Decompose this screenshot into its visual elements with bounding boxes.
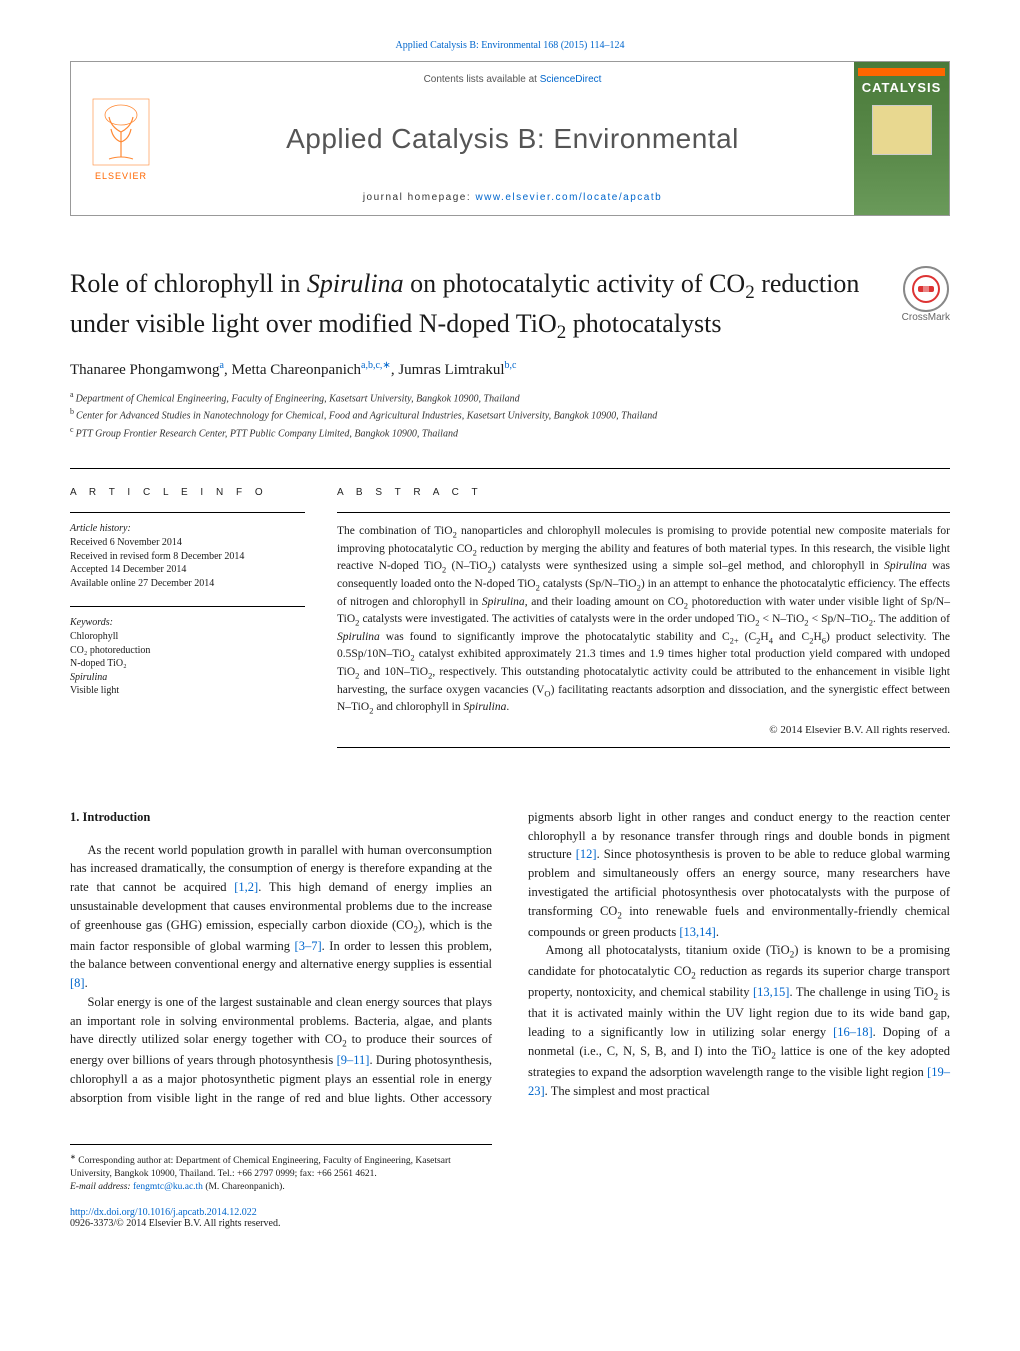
history-heading: Article history: bbox=[70, 523, 305, 534]
elsevier-tree-icon bbox=[91, 97, 151, 167]
article-title: Role of chlorophyll in Spirulina on phot… bbox=[70, 266, 902, 346]
abstract-body: The combination of TiO2 nanoparticles an… bbox=[337, 523, 950, 717]
affiliations: aDepartment of Chemical Engineering, Fac… bbox=[70, 389, 950, 442]
authors: Thanaree Phongamwonga, Metta Chareonpani… bbox=[70, 360, 950, 379]
article-info-heading: a r t i c l e i n f o bbox=[70, 487, 305, 498]
journal-cover-thumbnail: CATALYSIS bbox=[854, 62, 949, 215]
crossmark-badge[interactable]: CrossMark bbox=[902, 266, 950, 323]
email-suffix: (M. Chareonpanich). bbox=[203, 1182, 285, 1192]
footnotes: ∗ Corresponding author at: Department of… bbox=[70, 1144, 492, 1195]
history-item: Accepted 14 December 2014 bbox=[70, 563, 305, 577]
aff-letter: c bbox=[70, 425, 74, 434]
affiliation: bCenter for Advanced Studies in Nanotech… bbox=[70, 406, 950, 424]
email-line: E-mail address: fengmtc@ku.ac.th (M. Cha… bbox=[70, 1181, 492, 1194]
cover-image bbox=[872, 105, 932, 155]
homepage-url[interactable]: www.elsevier.com/locate/apcatb bbox=[475, 192, 662, 203]
abstract-copyright: © 2014 Elsevier B.V. All rights reserved… bbox=[337, 723, 950, 739]
history-item: Received in revised form 8 December 2014 bbox=[70, 550, 305, 564]
keywords-list: Chlorophyll CO₂ photoreduction N-doped T… bbox=[70, 630, 305, 698]
journal-title-banner: Applied Catalysis B: Environmental bbox=[286, 123, 739, 155]
history-item: Available online 27 December 2014 bbox=[70, 577, 305, 591]
history-list: Received 6 November 2014 Received in rev… bbox=[70, 536, 305, 590]
meta-abstract-row: a r t i c l e i n f o Article history: R… bbox=[70, 468, 950, 748]
crossmark-icon bbox=[911, 274, 941, 304]
contents-prefix: Contents lists available at bbox=[424, 74, 540, 85]
keyword: Spirulina bbox=[70, 671, 305, 685]
abstract-column: a b s t r a c t The combination of TiO2 … bbox=[337, 487, 950, 748]
keyword: Chlorophyll bbox=[70, 630, 305, 644]
publisher-name: ELSEVIER bbox=[95, 171, 147, 181]
email-prefix: E-mail address: bbox=[70, 1182, 133, 1192]
body-paragraph: Among all photocatalysts, titanium oxide… bbox=[528, 941, 950, 1100]
issn-line: 0926-3373/© 2014 Elsevier B.V. All right… bbox=[70, 1218, 950, 1229]
doi-link[interactable]: http://dx.doi.org/10.1016/j.apcatb.2014.… bbox=[70, 1207, 257, 1218]
sciencedirect-link[interactable]: ScienceDirect bbox=[540, 74, 602, 85]
abstract-heading: a b s t r a c t bbox=[337, 487, 950, 498]
homepage-prefix: journal homepage: bbox=[363, 192, 476, 203]
journal-ref-link[interactable]: Applied Catalysis B: Environmental 168 (… bbox=[395, 40, 624, 51]
aff-letter: b bbox=[70, 407, 74, 416]
article-header: Role of chlorophyll in Spirulina on phot… bbox=[70, 266, 950, 346]
keyword: N-doped TiO₂ bbox=[70, 657, 305, 671]
affiliation: aDepartment of Chemical Engineering, Fac… bbox=[70, 389, 950, 407]
homepage-line: journal homepage: www.elsevier.com/locat… bbox=[363, 192, 662, 203]
cover-strip bbox=[858, 68, 945, 76]
doi-block: http://dx.doi.org/10.1016/j.apcatb.2014.… bbox=[70, 1207, 950, 1229]
aff-text: Center for Advanced Studies in Nanotechn… bbox=[76, 411, 657, 422]
aff-text: Department of Chemical Engineering, Facu… bbox=[76, 393, 520, 404]
history-item: Received 6 November 2014 bbox=[70, 536, 305, 550]
article-info-column: a r t i c l e i n f o Article history: R… bbox=[70, 487, 305, 748]
section-heading: 1. Introduction bbox=[70, 808, 492, 827]
cover-word: CATALYSIS bbox=[862, 80, 942, 95]
corresponding-author-note: ∗ Corresponding author at: Department of… bbox=[70, 1153, 492, 1182]
aff-letter: a bbox=[70, 390, 74, 399]
email-link[interactable]: fengmtc@ku.ac.th bbox=[133, 1182, 203, 1192]
crossmark-label: CrossMark bbox=[902, 312, 950, 323]
keyword: CO₂ photoreduction bbox=[70, 644, 305, 658]
banner-center: Contents lists available at ScienceDirec… bbox=[171, 62, 854, 215]
aff-text: PTT Group Frontier Research Center, PTT … bbox=[76, 429, 458, 440]
keyword: Visible light bbox=[70, 684, 305, 698]
contents-line: Contents lists available at ScienceDirec… bbox=[424, 74, 602, 85]
corr-text: Corresponding author at: Department of C… bbox=[70, 1156, 451, 1179]
article-body: 1. Introduction As the recent world popu… bbox=[70, 808, 950, 1108]
body-paragraph: As the recent world population growth in… bbox=[70, 841, 492, 993]
header-banner: ELSEVIER Contents lists available at Sci… bbox=[70, 61, 950, 216]
keywords-heading: Keywords: bbox=[70, 617, 305, 628]
affiliation: cPTT Group Frontier Research Center, PTT… bbox=[70, 424, 950, 442]
publisher-logo: ELSEVIER bbox=[71, 62, 171, 215]
journal-reference: Applied Catalysis B: Environmental 168 (… bbox=[70, 40, 950, 51]
